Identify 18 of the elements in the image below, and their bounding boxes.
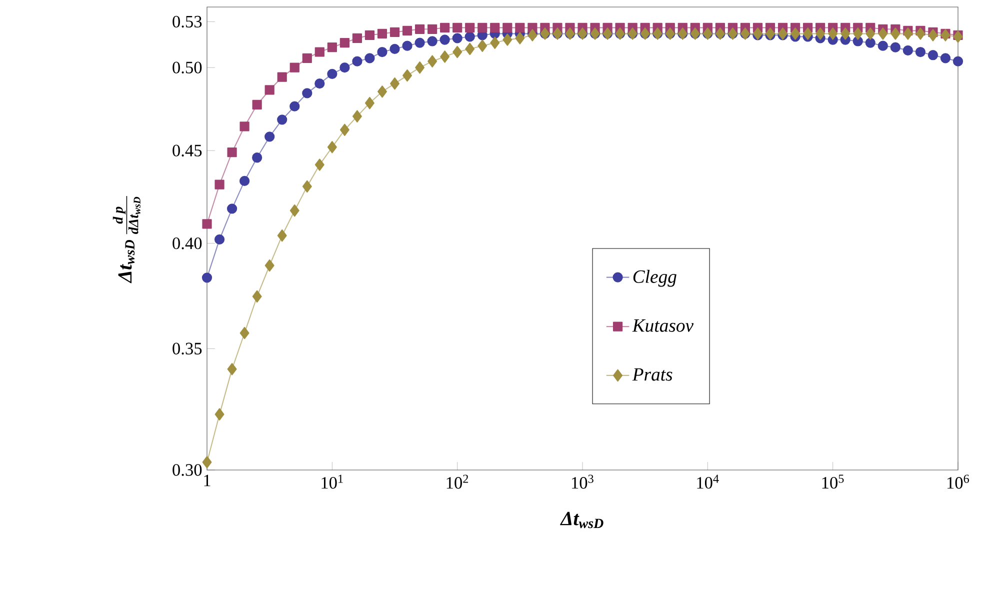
- x-tick-label: 10$^{3}$: [572, 474, 594, 489]
- x-tick-label: 10$^{6}$: [947, 474, 970, 489]
- y-tick-label: 0.40: [172, 237, 202, 250]
- y-tick-label: 0.45: [172, 144, 202, 156]
- x-tick-label: 10$^{2}$: [446, 474, 468, 489]
- y-tick-label: 0.50: [172, 62, 202, 74]
- x-axis-title: $\text{\bfseries\itshape Δt}_{\text{\bfseries\itshape wsD}}$: [560, 512, 604, 528]
- legend-label: Prats: [632, 368, 672, 381]
- legend-label: Clegg: [633, 270, 676, 287]
- x-tick-label: 10$^{4}$: [697, 474, 719, 489]
- x-tick-label: 10$^{5}$: [822, 474, 844, 489]
- y-axis-title: $\text{\bfseries\itshape Δt}_{\text{\bfseries\itshape wsD}}\,\frac{\text{\bfseries\itshape d p}}{\text{\bfseries\itshape dΔt}_{\text{\bfseries\itshape wsD}}}$: [112, 196, 140, 284]
- x-tick-label: 1: [204, 474, 210, 486]
- legend-label: Kutasov: [632, 319, 694, 332]
- y-tick-label: 0.53: [172, 16, 202, 28]
- y-tick-label: 0.30: [172, 464, 202, 476]
- x-tick-label: 10$^{1}$: [322, 474, 343, 489]
- y-tick-label: 0.35: [172, 342, 202, 355]
